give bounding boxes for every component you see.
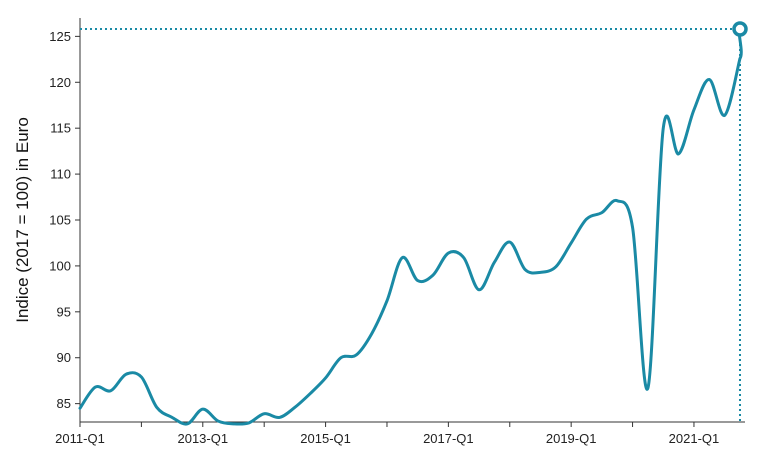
x-tick-label: 2017-Q1 <box>423 431 474 446</box>
y-axis-label: Indice (2017 = 100) in Euro <box>13 117 32 323</box>
y-tick-label: 110 <box>50 167 71 182</box>
y-axis-ticks: 85 90 95 100 105 110 115 120 125 <box>49 29 80 411</box>
y-tick-label: 95 <box>57 304 71 319</box>
x-tick-label: 2019-Q1 <box>546 431 597 446</box>
y-tick-label: 105 <box>49 213 71 228</box>
series-line <box>78 27 743 426</box>
x-axis-ticks: 2011-Q1 2013-Q1 2015-Q1 2017-Q1 2019-Q1 2021-… <box>55 422 719 446</box>
x-tick-label: 2021-Q1 <box>669 431 720 446</box>
y-tick-label: 90 <box>57 350 71 365</box>
y-tick-label: 100 <box>49 258 71 273</box>
y-tick-label: 85 <box>57 396 71 411</box>
last-point-marker[interactable] <box>732 21 748 37</box>
x-tick-label: 2015-Q1 <box>300 431 351 446</box>
y-tick-label: 120 <box>49 75 71 90</box>
highlight-guides <box>80 28 741 422</box>
x-tick-label: 2013-Q1 <box>177 431 228 446</box>
x-tick-label: 2011-Q1 <box>55 431 105 446</box>
y-tick-label: 125 <box>49 29 71 44</box>
y-tick-label: 115 <box>50 121 71 136</box>
